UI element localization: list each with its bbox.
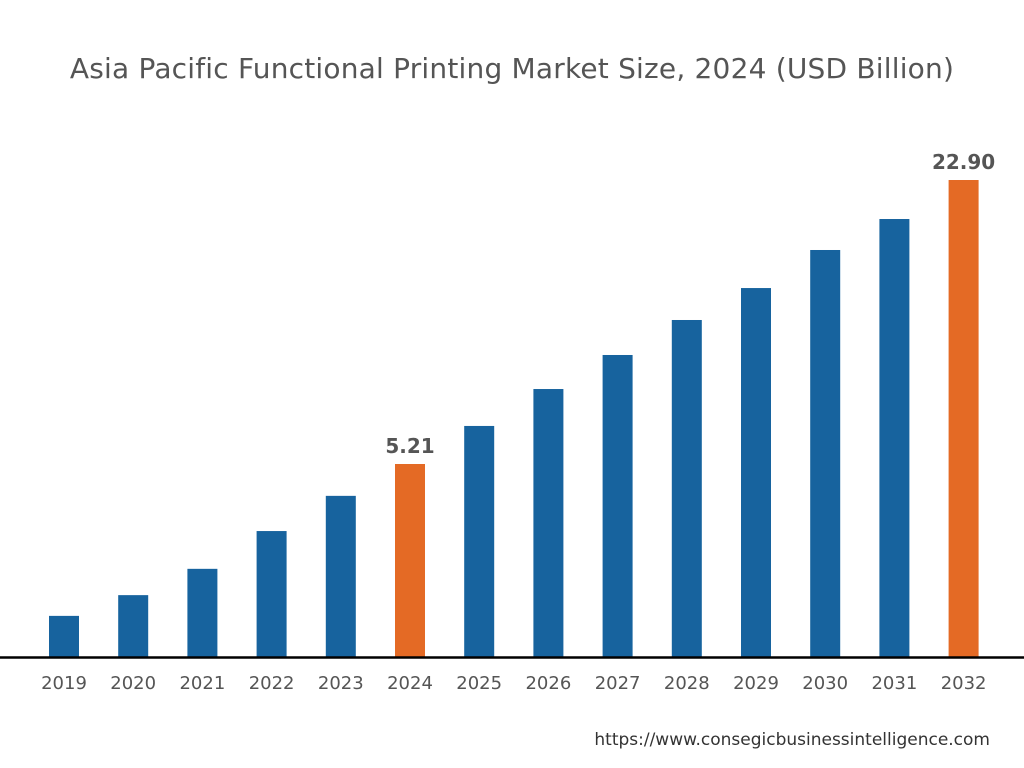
bar-2032 <box>948 180 979 657</box>
x-tick-label: 2020 <box>110 673 156 694</box>
x-tick-label: 2031 <box>871 673 917 694</box>
x-tick-label: 2023 <box>318 673 364 694</box>
x-tick-label: 2029 <box>733 673 779 694</box>
bar-2024 <box>395 464 425 657</box>
x-tick-label: 2022 <box>249 673 295 694</box>
x-tick-label: 2021 <box>179 673 225 694</box>
x-tick-label: 2030 <box>802 673 848 694</box>
x-tick-label: 2025 <box>456 673 502 694</box>
x-tick-label: 2032 <box>941 673 987 694</box>
x-tick-label: 2019 <box>41 673 87 694</box>
source-url: https://www.consegicbusinessintelligence… <box>594 730 990 750</box>
bar-2026 <box>533 389 564 657</box>
bar-2031 <box>879 219 910 657</box>
bar-2023 <box>325 495 356 657</box>
bar-2030 <box>810 249 841 657</box>
x-tick-label: 2026 <box>525 673 571 694</box>
data-label: 5.21 <box>385 434 434 458</box>
bar-2028 <box>671 319 702 657</box>
bar-2029 <box>741 288 771 657</box>
chart-title: Asia Pacific Functional Printing Market … <box>69 52 955 85</box>
bar-2025 <box>464 425 495 657</box>
bar-2019 <box>49 615 79 657</box>
bar-2022 <box>256 531 287 657</box>
x-tick-label: 2024 <box>387 673 433 694</box>
data-label: 22.90 <box>932 150 995 174</box>
x-tick-label: 2028 <box>664 673 710 694</box>
x-tick-label: 2027 <box>595 673 641 694</box>
bar-2027 <box>602 354 633 657</box>
bar-2021 <box>187 568 218 657</box>
bar-2020 <box>118 595 149 657</box>
